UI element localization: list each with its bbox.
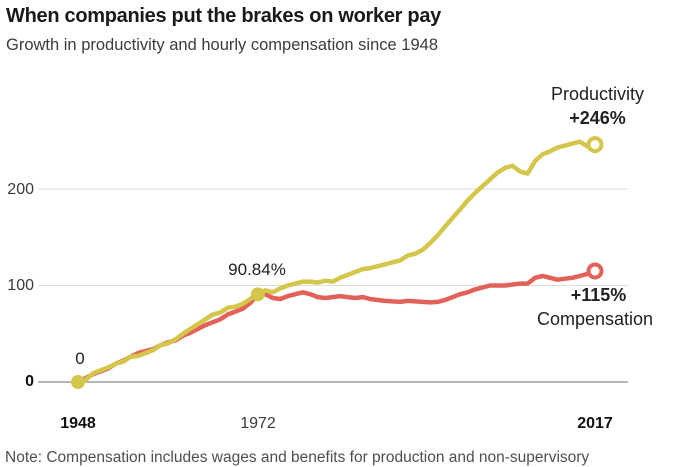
compensation-series-label: Compensation — [536, 309, 654, 329]
split-value-annotation: 90.84% — [228, 260, 286, 279]
productivity-value-label: +246% — [569, 108, 626, 128]
productivity-series-label: Productivity — [550, 84, 645, 104]
productivity-end-marker — [586, 136, 604, 154]
y-axis-tick-100: 100 — [7, 277, 34, 294]
footnote: Note: Compensation includes wages and be… — [5, 449, 590, 466]
y-axis-tick-0: 0 — [25, 373, 34, 390]
x-axis-tick-1948: 1948 — [60, 415, 96, 432]
compensation-end-marker — [586, 262, 604, 280]
x-axis-tick-2017: 2017 — [577, 415, 613, 432]
y-axis-tick-200: 200 — [7, 181, 34, 198]
compensation-value-label: +115% — [570, 285, 627, 305]
chart-subtitle: Growth in productivity and hourly compen… — [6, 36, 438, 54]
x-axis-tick-1972: 1972 — [240, 415, 276, 432]
split-dot — [250, 287, 265, 302]
start-value-annotation: 0 — [75, 349, 85, 368]
chart-title: When companies put the brakes on worker … — [6, 5, 441, 27]
productivity-line — [75, 139, 598, 385]
start-dot — [71, 375, 85, 389]
